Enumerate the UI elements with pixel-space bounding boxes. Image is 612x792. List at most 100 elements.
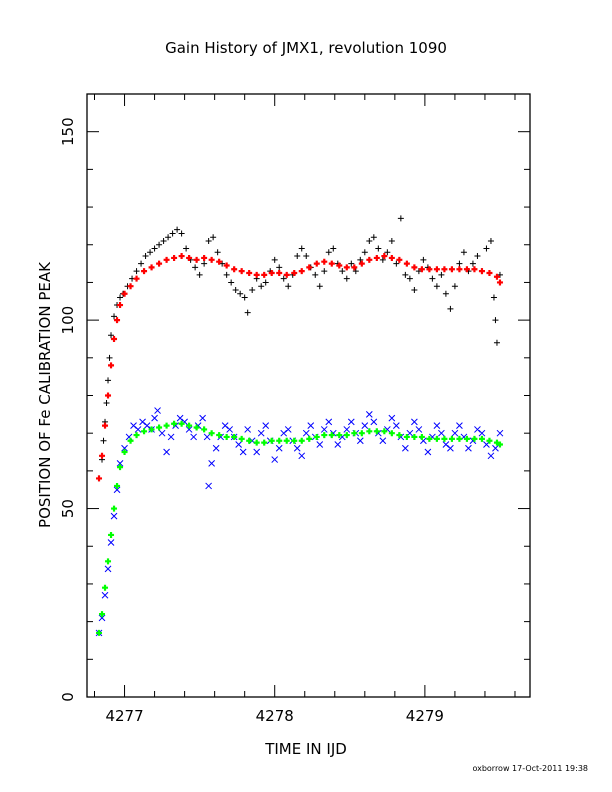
data-point: [208, 256, 215, 263]
data-point: [411, 433, 418, 440]
data-point: [294, 253, 301, 260]
data-point: [396, 432, 403, 439]
data-point: [343, 432, 350, 439]
data-point: [111, 335, 118, 342]
data-point: [99, 452, 106, 459]
data-point: [276, 437, 283, 444]
data-point: [379, 256, 386, 263]
data-point: [486, 270, 493, 277]
data-point: [98, 614, 106, 622]
plot-frame: [86, 93, 531, 698]
data-point: [156, 260, 163, 267]
data-point: [415, 426, 423, 433]
data-point: [223, 433, 230, 440]
data-point: [226, 426, 234, 433]
data-point: [283, 437, 290, 444]
data-point: [186, 254, 193, 261]
data-point: [433, 422, 441, 430]
data-point: [103, 400, 110, 407]
data-point: [492, 444, 499, 452]
data-point: [154, 407, 161, 414]
data-point: [411, 264, 418, 271]
data-point: [320, 426, 328, 433]
data-point: [171, 420, 178, 427]
data-point: [221, 422, 229, 430]
chart-title: Gain History of JMX1, revolution 1090: [165, 39, 447, 57]
data-point: [325, 249, 332, 256]
data-point: [460, 249, 467, 256]
data-point: [203, 433, 211, 441]
data-point: [158, 429, 166, 437]
data-point: [141, 268, 148, 275]
data-point: [469, 260, 476, 267]
data-point: [117, 302, 124, 309]
data-point: [280, 275, 287, 282]
data-point: [185, 426, 193, 433]
data-point: [438, 271, 445, 278]
data-point: [151, 414, 158, 422]
data-point: [133, 275, 140, 282]
data-point: [406, 275, 413, 282]
data-point: [451, 283, 458, 290]
data-point: [366, 237, 373, 244]
data-point: [463, 266, 470, 273]
data-point: [456, 260, 463, 267]
data-point: [448, 435, 455, 442]
data-point: [496, 429, 504, 437]
data-point: [167, 433, 175, 441]
data-point: [99, 611, 106, 618]
data-point: [151, 245, 158, 252]
data-point: [441, 266, 448, 273]
data-point: [402, 271, 409, 278]
data-point: [366, 256, 373, 263]
y-tick-label: 50: [59, 499, 77, 518]
data-point: [148, 426, 155, 433]
data-point: [456, 422, 463, 430]
y-tick-label: 0: [59, 692, 77, 702]
data-point: [302, 429, 310, 437]
data-point: [96, 475, 103, 482]
data-point: [438, 429, 445, 437]
data-point: [403, 260, 410, 267]
data-point: [447, 444, 454, 452]
data-point: [163, 422, 170, 429]
data-point: [418, 266, 425, 273]
data-point: [474, 426, 481, 433]
data-point: [134, 426, 142, 433]
data-point: [160, 237, 167, 244]
data-point: [210, 234, 217, 241]
data-point: [271, 456, 279, 463]
data-point: [171, 254, 178, 261]
data-point: [192, 264, 199, 271]
data-point: [493, 273, 500, 280]
series-2: [95, 407, 504, 637]
data-point: [148, 264, 155, 271]
data-point: [257, 429, 265, 437]
data-point: [117, 464, 124, 471]
y-tick-label: 100: [59, 306, 77, 335]
data-point: [232, 286, 239, 293]
data-point: [291, 270, 298, 277]
data-point: [261, 271, 268, 278]
data-point: [325, 418, 333, 426]
data-point: [261, 439, 268, 446]
y-tick-label: 150: [59, 117, 77, 146]
x-axis-title: TIME IN IJD: [264, 740, 347, 758]
data-point: [96, 629, 103, 636]
data-point: [384, 249, 391, 256]
data-point: [312, 271, 319, 278]
data-point: [108, 531, 115, 538]
data-point: [138, 260, 145, 267]
data-point: [478, 429, 486, 437]
data-point: [366, 428, 373, 435]
data-point: [196, 271, 203, 278]
data-point: [388, 254, 395, 261]
data-point: [306, 264, 313, 271]
data-point: [117, 294, 124, 301]
data-point: [280, 429, 288, 437]
data-point: [336, 432, 343, 439]
data-point: [373, 428, 380, 435]
data-point: [253, 271, 260, 278]
data-point: [397, 215, 404, 222]
data-point: [426, 266, 433, 273]
